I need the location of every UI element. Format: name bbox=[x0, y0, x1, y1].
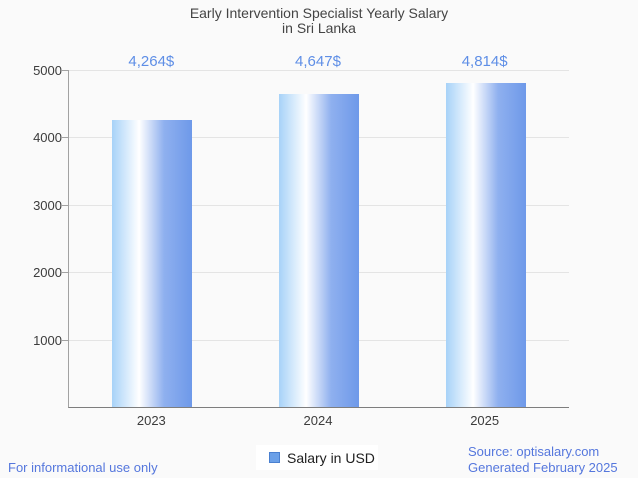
x-axis-label: 2024 bbox=[303, 413, 333, 428]
bar-2025[interactable] bbox=[445, 82, 526, 407]
y-axis-label: 1000 bbox=[33, 332, 62, 348]
y-axis-tick bbox=[61, 339, 69, 341]
y-axis-tick bbox=[61, 70, 69, 71]
chart-title-line2: in Sri Lanka bbox=[282, 20, 356, 36]
bar-value-label: 4,814$ bbox=[461, 53, 508, 70]
grid-line bbox=[69, 70, 569, 71]
x-axis-label: 2023 bbox=[136, 413, 166, 428]
y-axis-tick bbox=[61, 137, 69, 139]
disclaimer-text: For informational use only bbox=[8, 460, 158, 475]
y-axis-label: 3000 bbox=[33, 197, 62, 213]
bar-value-label: 4,647$ bbox=[295, 53, 341, 70]
x-axis-label: 2025 bbox=[470, 413, 500, 428]
y-axis-label: 2000 bbox=[33, 265, 62, 281]
y-axis-tick bbox=[61, 204, 69, 206]
plot-area bbox=[61, 70, 569, 408]
source-text: Source: optisalary.com bbox=[468, 444, 600, 459]
bar-value-label: 4,264$ bbox=[128, 53, 175, 70]
chart-title-line1: Early Intervention Specialist Yearly Sal… bbox=[189, 5, 449, 21]
y-axis-tick bbox=[61, 272, 69, 274]
legend-swatch-icon bbox=[269, 452, 280, 463]
y-axis-label: 4000 bbox=[33, 130, 62, 146]
y-axis-label: 5000 bbox=[33, 63, 62, 78]
legend-label: Salary in USD bbox=[287, 449, 375, 466]
chart-title: Early Intervention Specialist Yearly Sal… bbox=[0, 6, 638, 36]
legend[interactable]: Salary in USD bbox=[256, 445, 378, 470]
source-block: Source: optisalary.com Generated Februar… bbox=[468, 444, 618, 476]
bar-2024[interactable] bbox=[279, 93, 359, 407]
bar-2023[interactable] bbox=[112, 119, 193, 407]
generated-text: Generated February 2025 bbox=[468, 460, 618, 475]
